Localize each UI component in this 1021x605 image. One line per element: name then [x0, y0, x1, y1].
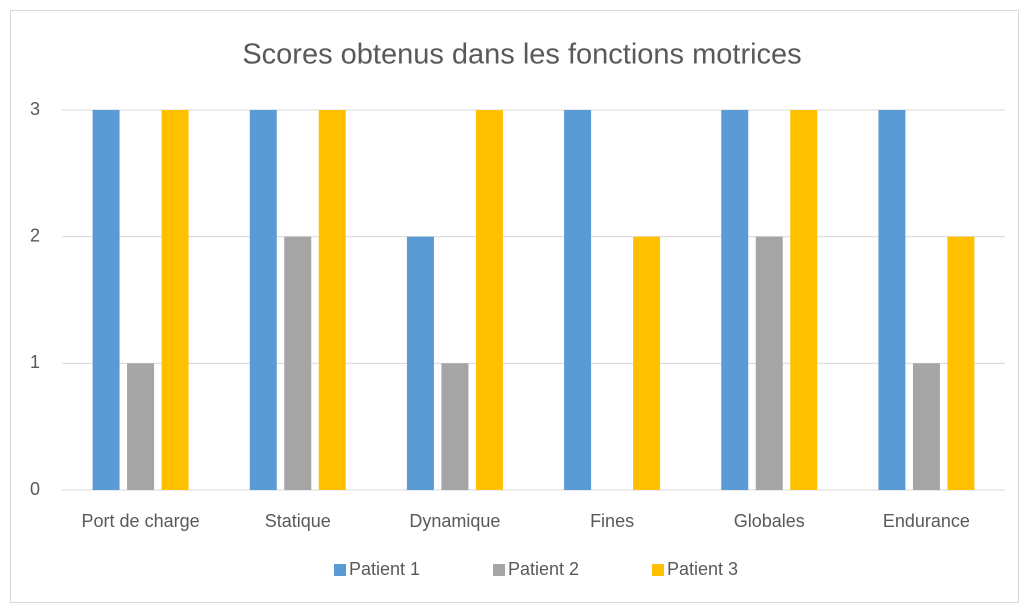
- y-tick-label: 0: [30, 479, 40, 499]
- x-tick-label: Fines: [590, 511, 634, 531]
- legend-label: Patient 1: [349, 559, 420, 579]
- x-tick-label: Dynamique: [409, 511, 500, 531]
- legend-swatch: [493, 564, 505, 576]
- bar: [633, 236, 661, 490]
- bar: [284, 236, 312, 490]
- bar: [947, 236, 975, 490]
- chart-title: Scores obtenus dans les fonctions motric…: [242, 39, 801, 71]
- legend-label: Patient 3: [667, 559, 738, 579]
- x-tick-label: Port de charge: [82, 511, 200, 531]
- bar: [755, 236, 783, 490]
- bar: [441, 363, 469, 490]
- legend-label: Patient 2: [508, 559, 579, 579]
- bar: [912, 363, 940, 490]
- bar: [878, 110, 906, 490]
- bar: [790, 110, 818, 490]
- bar: [127, 363, 155, 490]
- bar: [161, 110, 189, 490]
- legend-swatch: [652, 564, 664, 576]
- legend-swatch: [334, 564, 346, 576]
- bar: [318, 110, 346, 490]
- bar: [564, 110, 592, 490]
- y-tick-label: 1: [30, 352, 40, 372]
- bar: [249, 110, 277, 490]
- x-tick-label: Statique: [265, 511, 331, 531]
- bar: [475, 110, 503, 490]
- x-tick-label: Globales: [734, 511, 805, 531]
- y-tick-label: 3: [30, 99, 40, 119]
- bar: [721, 110, 749, 490]
- bar: [92, 110, 120, 490]
- x-tick-label: Endurance: [883, 511, 970, 531]
- y-tick-label: 2: [30, 225, 40, 245]
- bar: [406, 236, 434, 490]
